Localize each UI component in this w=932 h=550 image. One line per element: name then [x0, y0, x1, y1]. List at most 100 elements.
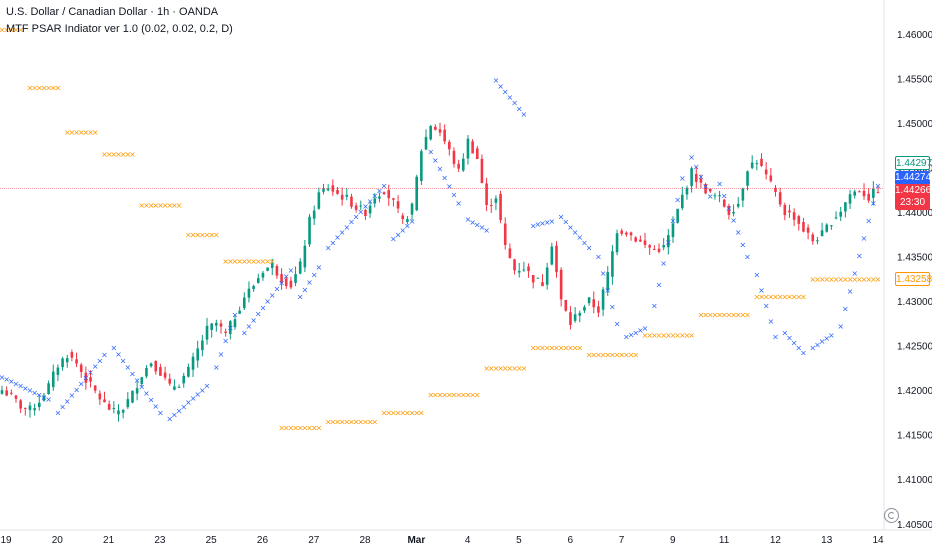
indicator-title[interactable]: MTF PSAR Indiator ver 1.0 (0.02, 0.02, 0… — [6, 23, 233, 35]
psar-daily-point: × — [306, 424, 313, 433]
psar-hourly-point: × — [604, 286, 611, 295]
psar-hourly-point: × — [437, 165, 444, 174]
candle-body — [732, 211, 735, 214]
candle-body — [14, 395, 18, 399]
candle-body — [741, 188, 745, 201]
psar-hourly-point: × — [241, 328, 248, 337]
candle-body — [797, 216, 801, 224]
candle-body — [317, 192, 321, 209]
psar-hourly-point: × — [27, 386, 34, 395]
candle-body — [494, 198, 498, 203]
candle-body — [298, 261, 302, 274]
psar-hourly-point: × — [339, 228, 346, 237]
psar-hourly-point: × — [218, 350, 225, 359]
psar-daily-point: × — [684, 331, 691, 340]
psar-daily-point: × — [367, 417, 374, 426]
candle-body — [438, 129, 442, 133]
psar-daily-point: × — [795, 293, 802, 302]
psar-daily-point: × — [441, 391, 448, 400]
psar-hourly-point: × — [679, 174, 686, 183]
psar-hourly-point: × — [64, 397, 71, 406]
symbol-title[interactable]: U.S. Dollar / Canadian Dollar · 1h · OAN… — [6, 6, 219, 18]
psar-hourly-point: × — [59, 403, 66, 412]
psar-daily-point: × — [17, 25, 24, 34]
psar-hourly-point: × — [232, 310, 239, 319]
candle-body — [625, 232, 628, 235]
psar-daily-point: × — [162, 201, 169, 210]
psar-daily-point: × — [176, 201, 183, 210]
candle-body — [266, 267, 269, 271]
y-tick-label: 1.40500 — [897, 520, 932, 531]
psar-daily-point: × — [660, 331, 667, 340]
candle-body — [615, 233, 619, 253]
psar-daily-point: × — [651, 331, 658, 340]
psar-hourly-point: × — [41, 393, 48, 402]
candle-body — [284, 278, 288, 287]
psar-daily-point: × — [152, 201, 159, 210]
candle-body — [722, 199, 726, 207]
psar-hourly-point: × — [521, 110, 528, 119]
psar-daily-point: × — [800, 293, 807, 302]
candle-body — [802, 222, 805, 232]
x-tick-label: 7 — [619, 535, 625, 546]
last-price-tag: 1.44266 23:30 — [895, 184, 931, 210]
candle-body — [261, 272, 265, 278]
psar-daily-point: × — [707, 310, 714, 319]
y-tick-label: 1.43500 — [897, 253, 932, 264]
psar-daily-point: × — [628, 351, 635, 360]
psar-hourly-point: × — [124, 363, 131, 372]
psar-hourly-point: × — [446, 182, 453, 191]
psar-hourly-point: × — [190, 394, 197, 403]
psar-daily-point: × — [124, 150, 131, 159]
x-tick-label: 11 — [719, 535, 730, 546]
psar-daily-point: × — [8, 25, 15, 34]
candle-body — [336, 190, 339, 194]
candle-body — [252, 285, 255, 290]
psar-daily-point: × — [353, 417, 360, 426]
candle-body — [811, 234, 815, 242]
psar-hourly-point: × — [213, 363, 220, 372]
psar-hourly-point: × — [530, 221, 537, 230]
candle-body — [448, 141, 451, 150]
psar-daily-point: × — [716, 310, 723, 319]
candle-body — [5, 390, 8, 396]
psar-hourly-point: × — [586, 244, 593, 253]
candle-body — [503, 223, 507, 246]
scale-settings-icon[interactable] — [884, 508, 899, 523]
psar-hourly-point: × — [558, 212, 565, 221]
psar-daily-point: × — [642, 331, 649, 340]
candle-body — [545, 267, 549, 285]
psar-daily-point: × — [618, 351, 625, 360]
psar-hourly-point: × — [772, 333, 779, 342]
psar-hourly-point: × — [623, 333, 630, 342]
psar-daily-point: × — [558, 343, 565, 352]
psar-hourly-point: × — [432, 156, 439, 165]
psar-hourly-point: × — [875, 181, 882, 190]
candle-body — [499, 194, 502, 221]
psar-hourly-point: × — [763, 302, 770, 311]
x-tick-label: 19 — [0, 535, 12, 546]
x-tick-label: 5 — [516, 535, 522, 546]
psar-daily-point: × — [157, 201, 164, 210]
x-tick-label: 14 — [872, 535, 884, 546]
candle-body — [280, 274, 283, 283]
candle-body — [583, 306, 586, 311]
candle-body — [154, 360, 158, 372]
candle-body — [555, 245, 558, 273]
psar-daily-point: × — [381, 408, 388, 417]
psar-daily-point: × — [55, 83, 62, 92]
psar-hourly-point: × — [204, 382, 211, 391]
candle-body — [23, 407, 27, 409]
candle-body — [65, 358, 69, 363]
candle-body — [653, 248, 656, 250]
x-tick-label: 26 — [257, 535, 269, 546]
candle-body — [196, 348, 200, 361]
psar-hourly-point: × — [8, 377, 15, 386]
psar-hourly-point: × — [614, 319, 621, 328]
psar-daily-point: × — [106, 150, 113, 159]
candle-body — [778, 192, 782, 205]
psar-daily-point: × — [534, 343, 541, 352]
psar-hourly-point: × — [134, 376, 141, 385]
